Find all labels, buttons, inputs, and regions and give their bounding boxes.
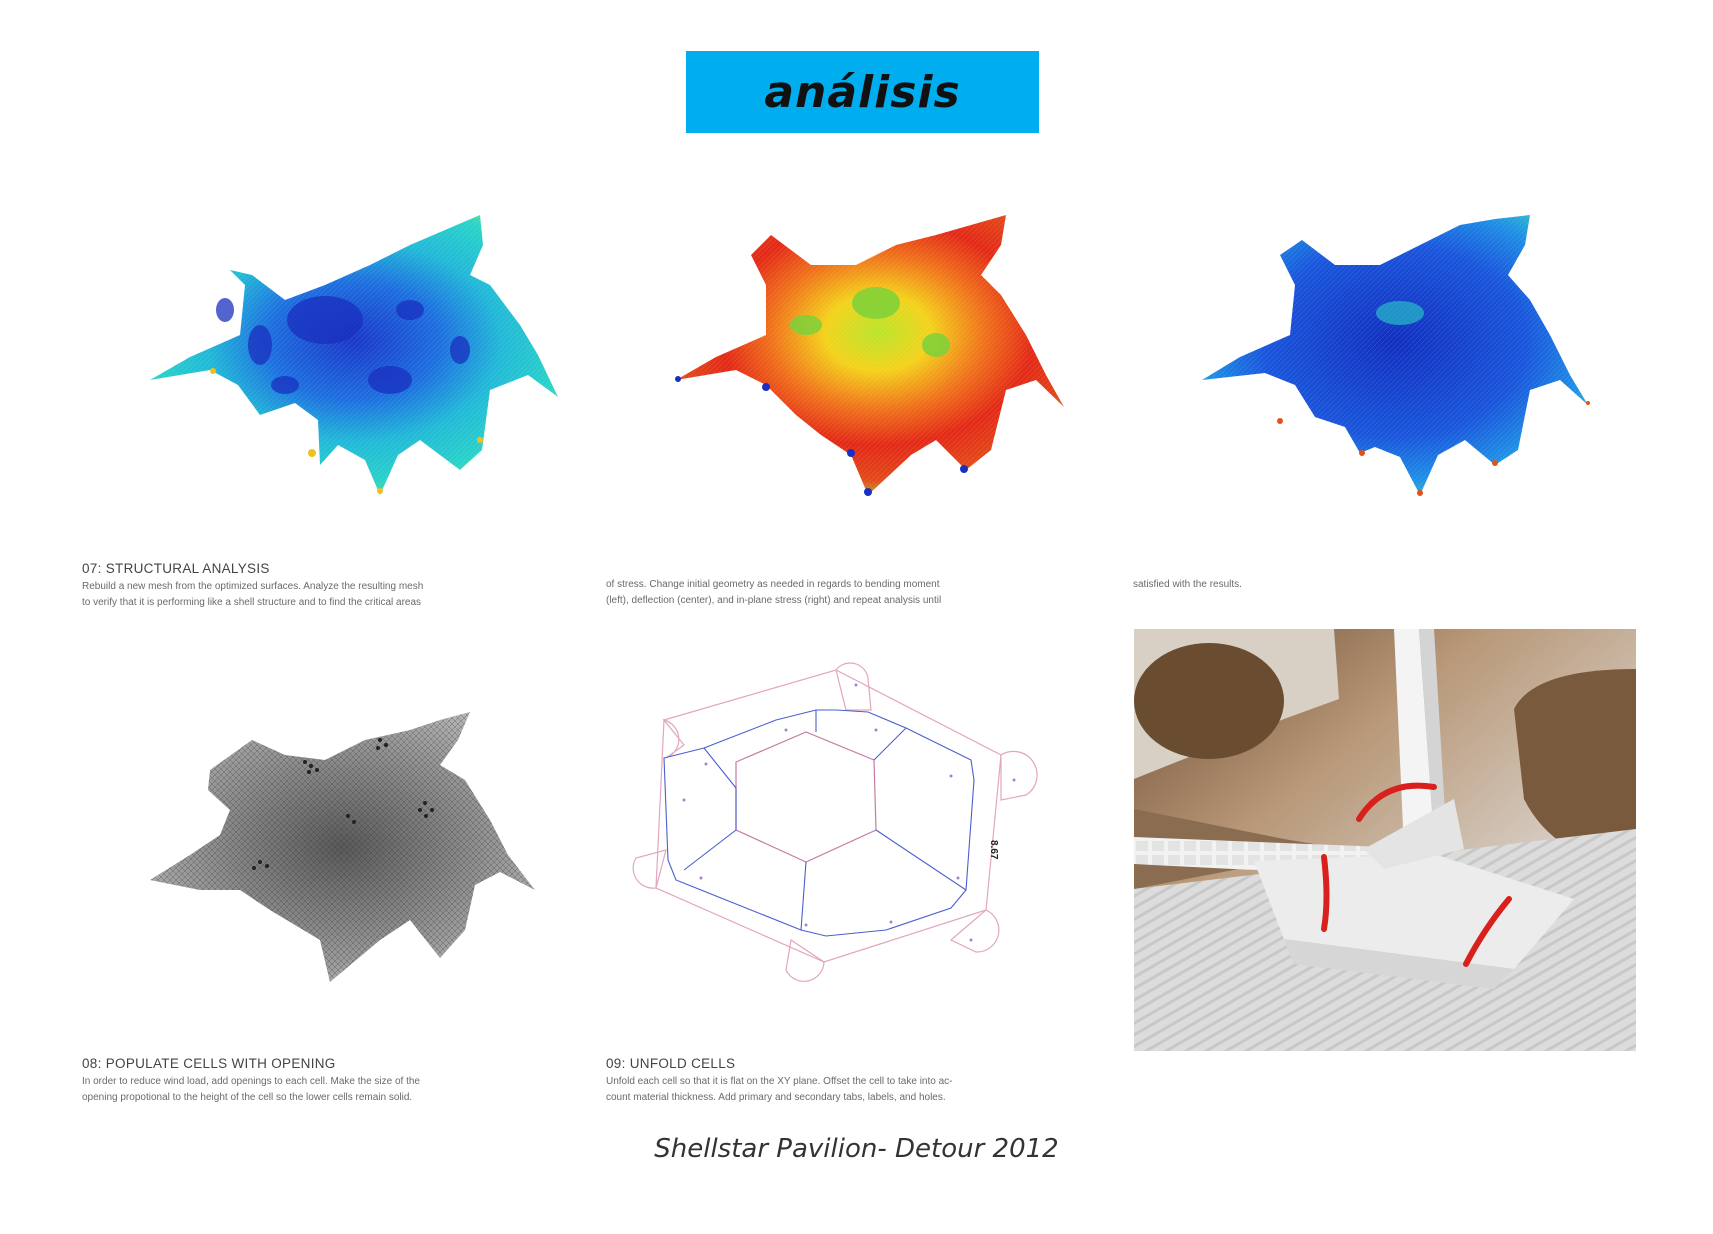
step-07-description-end: satisfied with the results. <box>1133 577 1242 593</box>
step-08-title: 08: POPULATE CELLS WITH OPENING <box>82 1056 336 1071</box>
title-banner: análisis <box>686 51 1039 133</box>
model-joint-photo <box>1134 629 1636 1051</box>
step-09-title: 09: UNFOLD CELLS <box>606 1056 736 1071</box>
caption-line: Rebuild a new mesh from the optimized su… <box>82 581 424 592</box>
stress-shell-render <box>1202 215 1590 496</box>
caption-line: count material thickness. Add primary an… <box>606 1092 946 1103</box>
deflection-analysis-panel <box>606 135 1106 555</box>
caption-line: satisfied with the results. <box>1133 579 1242 590</box>
caption-line: Unfold each cell so that it is flat on t… <box>606 1076 953 1087</box>
unfold-panel: 8.67 09: UNFOLD CELLS <box>606 640 1106 1071</box>
deflection-shell-render <box>675 215 1064 496</box>
cell-label: 8.67 <box>988 840 999 860</box>
step-08-description: In order to reduce wind load, add openin… <box>82 1074 420 1106</box>
caption-line: of stress. Change initial geometry as ne… <box>606 579 940 590</box>
stress-analysis-panel <box>1130 135 1640 555</box>
caption-line: (left), deflection (center), and in-plan… <box>606 595 942 606</box>
page-title: análisis <box>764 66 961 118</box>
caption-line: In order to reduce wind load, add openin… <box>82 1076 420 1087</box>
step-07-description: Rebuild a new mesh from the optimized su… <box>82 579 423 611</box>
joint-photo <box>1134 629 1636 1051</box>
perforated-mesh-render <box>150 712 535 982</box>
moment-shell-render <box>150 215 558 495</box>
step-09-description: Unfold each cell so that it is flat on t… <box>606 1074 953 1106</box>
step-07-description-cont: of stress. Change initial geometry as ne… <box>606 577 941 609</box>
caption-line: to verify that it is performing like a s… <box>82 597 422 608</box>
step-07-title: 07: STRUCTURAL ANALYSIS <box>82 561 270 576</box>
openings-panel: 08: POPULATE CELLS WITH OPENING <box>80 640 585 1071</box>
caption-footer: Shellstar Pavilion- Detour 2012 <box>654 1134 1059 1164</box>
unfold-cell-drawing: 8.67 <box>632 662 1038 982</box>
moment-analysis-panel: 07: STRUCTURAL ANALYSIS <box>80 135 585 576</box>
caption-line: opening propotional to the height of the… <box>82 1092 413 1103</box>
